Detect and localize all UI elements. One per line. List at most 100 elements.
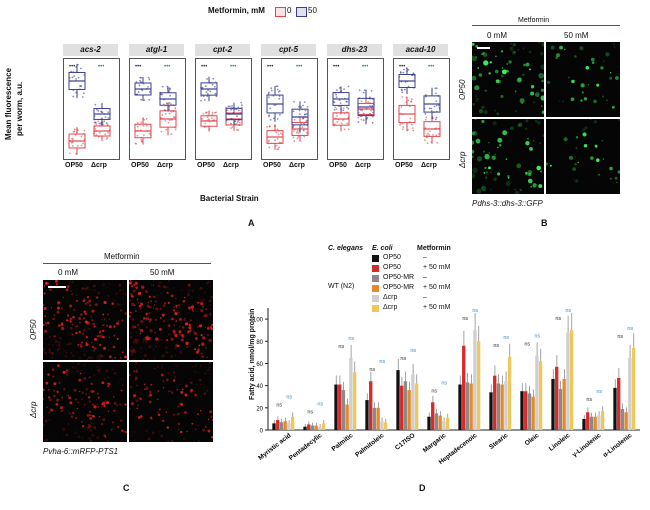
panel-a-letter: A [248,218,255,228]
panel-a-ylabel-1: Mean fluorescence [4,67,13,140]
legend-d-host: WT (N2) [328,283,355,290]
micrograph-b-crp-50mm [546,119,620,194]
panel-c-row-1: Δcrp [29,401,38,418]
significance-label: ns [472,308,478,314]
svg-text:•••: ••• [362,64,368,70]
significance-label: ns [534,334,540,340]
bar [276,420,280,430]
legend-d-strain: Δcrp [383,304,398,311]
significance-label: ns [565,308,571,314]
bar [380,421,384,430]
x-category-label: Myristic acid [257,432,292,462]
y-tick-label: 40 [256,384,263,390]
bar [287,423,291,430]
bar [445,417,450,430]
bar [493,375,497,430]
legend-d-strain: OP50-MR [383,284,415,291]
legend-d-metformin: + 50 mM [423,264,451,271]
bar [566,332,570,430]
facet-xtick: OP50 [197,162,215,169]
legend-d-swatch [372,305,379,312]
bar [524,391,528,430]
bar [600,411,605,430]
bar [597,415,601,430]
facet-strip-atgl-1: atgl-1 [129,44,184,56]
bar [396,370,400,430]
micrograph-b-op50-50mm [546,42,620,117]
significance-label: ns [555,316,561,322]
legend-label-0: 0 [287,6,292,15]
bar [582,418,586,430]
bar [341,390,346,430]
panel-c-row-0: OP50 [29,319,38,340]
legend-d-metformin: + 50 mM [423,284,451,291]
bar [531,396,535,430]
significance-label: ns [493,343,499,349]
bar [411,374,415,430]
facet-xtick: OP50 [395,162,413,169]
legend-label-50: 50 [308,6,317,15]
scale-bar-b [477,47,490,49]
facet-strip-acad-10: acad-10 [393,44,448,56]
panel-c-title-rule [43,263,211,264]
facet-xtick: OP50 [329,162,347,169]
bar [310,425,315,430]
facet-xtick: Δcrp [355,162,371,169]
facet-xtick: OP50 [131,162,149,169]
bar [369,381,373,430]
bar [631,347,636,430]
legend-d-header-host: C. elegans [328,245,364,252]
significance-label: ns [286,395,292,401]
panel-a-ylabel-2: per worm, a.u. [15,81,24,136]
panel-c-reporter: Pvha-6::mRFP-PTS1 [43,447,119,456]
legend-d-swatch [372,295,379,302]
bar [538,361,543,430]
bar [283,421,287,430]
svg-text:•••: ••• [230,64,236,70]
svg-text:•••: ••• [428,64,434,70]
bar [589,416,594,430]
bar [372,407,377,430]
svg-text:•••: ••• [164,64,170,70]
legend-d-metformin: + 50 mM [423,304,451,311]
significance-label: ns [617,334,623,340]
facet-plot-cpt-2: ••• ••• [195,58,252,160]
svg-text:•••: ••• [333,64,339,70]
panel-c-letter: C [123,483,130,493]
facet-label: acs-2 [80,45,101,54]
svg-text:•••: ••• [98,64,104,70]
x-category-label: Margaric [422,432,448,454]
significance-label: ns [627,326,633,332]
svg-text:•••: ••• [69,64,75,70]
bar [376,407,380,430]
x-category-label: Palmitoleic [354,432,386,459]
bar [465,382,470,430]
bar [507,356,512,430]
facet-label: acad-10 [405,45,436,54]
facet-strip-acs-2: acs-2 [63,44,118,56]
bar [562,378,566,430]
panel-b-title: Metformin [518,17,550,24]
bar [318,426,322,430]
significance-label: ns [462,316,468,322]
y-tick-label: 20 [256,406,263,412]
bar [476,341,481,430]
facet-xtick: Δcrp [157,162,173,169]
svg-text:•••: ••• [201,64,207,70]
panel-b-title-rule [472,25,620,26]
facet-xtick: Δcrp [421,162,437,169]
panel-d-letter: D [419,483,426,493]
significance-label: ns [400,356,406,362]
bar [620,408,625,430]
bar [617,377,621,430]
panel-a-legend-title: Metformin, mM [208,6,265,15]
legend-d-header-metformin: Metformin [417,245,451,252]
bar [558,388,563,430]
bar [569,330,574,430]
bar [338,384,342,430]
bar [272,423,276,430]
bar [555,366,559,430]
legend-swatch-0 [275,7,286,17]
facet-plot-dhs-23: ••• ••• [327,58,384,160]
